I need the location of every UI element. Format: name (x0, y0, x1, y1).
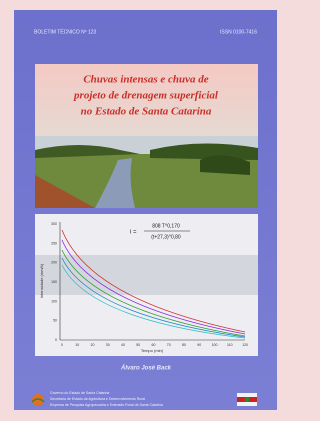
footer-line: Governo do Estado de Santa Catarina (50, 391, 109, 395)
footer-line: Empresa de Pesquisa Agropecuária e Exten… (50, 403, 163, 407)
y-tick-label: 50 (53, 319, 57, 323)
issn-label: ISSN 0100-7416 (220, 29, 257, 35)
title-line: Chuvas intensas e chuva de (83, 74, 208, 86)
x-tick-label: 10 (75, 343, 79, 347)
author: Álvaro José Back (120, 365, 172, 372)
x-tick-label: 90 (197, 343, 201, 347)
y-axis-label: Intensidade (mm/h) (39, 263, 44, 298)
title-line: no Estado de Santa Catarina (81, 106, 212, 118)
x-tick-label: 50 (136, 343, 140, 347)
page: {"header": {"series": "BOLETIM TÉCNICO N… (0, 0, 291, 421)
x-tick-label: 40 (121, 343, 125, 347)
x-tick-label: 120 (242, 343, 248, 347)
footer-line: Secretaria de Estado da Agricultura e De… (50, 397, 145, 401)
formula-numerator: 808 T^0,170 (152, 223, 180, 229)
x-tick-label: 30 (106, 343, 110, 347)
series-label: BOLETIM TÉCNICO Nº 123 (34, 28, 97, 35)
y-tick-label: 150 (51, 280, 57, 284)
y-tick-label: 250 (51, 241, 57, 245)
title-line: projeto de drenagem superficial (73, 90, 219, 102)
x-axis-label: Tempo (min) (141, 348, 164, 353)
formula-denominator: (t+27,3)^0,80 (151, 234, 181, 240)
y-tick-label: 300 (51, 222, 57, 226)
y-tick-label: 0 (55, 338, 57, 342)
x-tick-label: 70 (167, 343, 171, 347)
formula-lhs: i = (130, 230, 137, 236)
river-photo (35, 136, 258, 208)
x-tick-label: 100 (212, 343, 218, 347)
y-tick-label: 100 (51, 299, 57, 303)
cover: BOLETIM TÉCNICO Nº 123 ISSN 0100-7416 Ch… (0, 0, 291, 421)
x-tick-label: 20 (91, 343, 95, 347)
x-tick-label: 0 (61, 343, 63, 347)
x-tick-label: 60 (152, 343, 156, 347)
x-tick-label: 80 (182, 343, 186, 347)
y-tick-label: 200 (51, 261, 57, 265)
x-tick-label: 110 (227, 343, 233, 347)
